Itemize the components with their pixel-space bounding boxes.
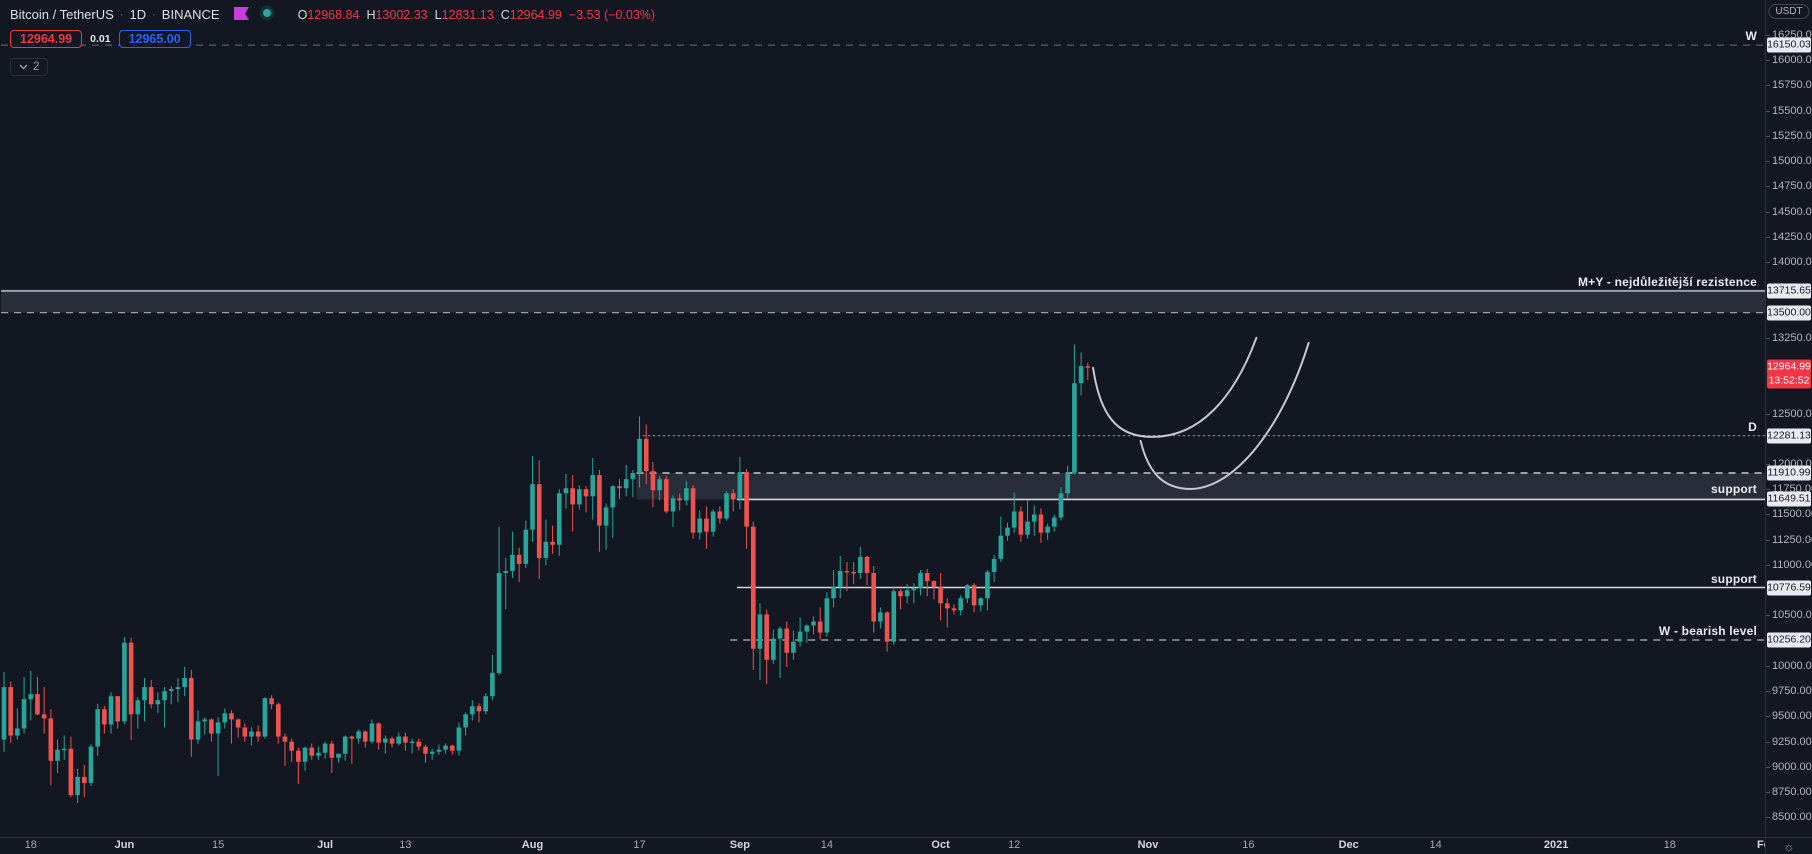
- level-price-badge: 11910.99: [1767, 465, 1811, 481]
- price-axis[interactable]: USDT 16250.0016000.0015750.0015500.00152…: [1765, 0, 1812, 838]
- level-price-badge: 10776.59: [1767, 580, 1811, 595]
- candlestick-series: [1, 344, 1091, 803]
- change-value: −3.53 (−0.03%): [568, 7, 656, 22]
- price-tick: 15500.00: [1766, 105, 1812, 117]
- price-levels[interactable]: [1, 44, 1765, 641]
- price-tick: 9000.00: [1766, 761, 1812, 773]
- time-tick-major: Aug: [521, 839, 544, 851]
- collapse-count: 2: [33, 61, 40, 73]
- price-tick: 10000.00: [1766, 660, 1812, 672]
- close-label: C: [500, 7, 510, 22]
- time-tick-major: Jul: [317, 839, 334, 851]
- buy-price-button[interactable]: 12965.00: [118, 30, 191, 48]
- close-value: 12964.99: [509, 7, 562, 22]
- price-tick: 14000.00: [1766, 256, 1812, 268]
- price-tick: 13250.00: [1766, 332, 1812, 344]
- time-tick: 16: [1242, 839, 1255, 851]
- high-label: H: [366, 7, 376, 22]
- level-price-badge: 13500.00: [1767, 305, 1811, 321]
- time-tick: 14: [820, 839, 833, 851]
- chevron-down-icon: [19, 64, 28, 70]
- level-price-badge: 13715.65: [1767, 283, 1811, 299]
- low-label: L: [434, 7, 442, 22]
- support-line-label[interactable]: support: [1710, 571, 1757, 586]
- my-resistance-zone-label[interactable]: M+Y - nejdůležitější rezistence: [1577, 274, 1757, 289]
- price-tick: 11500.00: [1766, 508, 1812, 520]
- flag-icon[interactable]: [233, 6, 249, 23]
- open-label: O: [297, 7, 308, 22]
- price-tick: 9500.00: [1766, 710, 1812, 722]
- interval-value[interactable]: 1D: [129, 7, 147, 22]
- level-price-badge: 16150.03: [1767, 37, 1811, 53]
- time-tick: 13: [399, 839, 412, 851]
- price-tick: 9750.00: [1766, 685, 1812, 697]
- high-value: 13002.33: [375, 7, 428, 22]
- price-tick: 15000.00: [1766, 155, 1812, 167]
- symbol-title[interactable]: Bitcoin / TetherUS: [10, 7, 114, 22]
- time-tick-major: 2021: [1543, 839, 1569, 851]
- my-resistance-zone: [1, 290, 1765, 313]
- cup-projection-2: [1139, 341, 1310, 491]
- w-weekly-level-label[interactable]: W: [1745, 29, 1757, 44]
- theme-sun-icon[interactable]: ☼: [1765, 837, 1812, 854]
- time-tick-major: Oct: [931, 839, 950, 851]
- level-price-badge: 11649.51: [1767, 491, 1811, 507]
- market-status-dot-icon[interactable]: [259, 5, 275, 24]
- spread-value: 0.01: [90, 33, 111, 45]
- open-value: 12968.84: [307, 7, 360, 22]
- level-price-badge: 12281.13: [1767, 428, 1811, 444]
- last-price-badge: 12964.99: [1767, 359, 1811, 375]
- price-tick: 11250.00: [1766, 534, 1812, 546]
- cup-projection-1: [1092, 336, 1258, 438]
- chart-legend: Bitcoin / TetherUS · 1D · BINANCE O 12968…: [10, 5, 655, 76]
- time-tick: 12: [1008, 839, 1021, 851]
- price-tick: 16000.00: [1766, 54, 1812, 66]
- sell-price-button[interactable]: 12964.99: [10, 30, 83, 48]
- price-tick: 14250.00: [1766, 231, 1812, 243]
- bar-countdown-badge: 13:52:52: [1767, 373, 1811, 389]
- price-tick: 15250.00: [1766, 130, 1812, 142]
- support-zone: [636, 473, 1765, 500]
- level-price-badge: 10256.20: [1767, 632, 1811, 648]
- time-tick: 17: [633, 839, 646, 851]
- exchange-name[interactable]: BINANCE: [161, 7, 220, 22]
- price-tick: 10500.00: [1766, 609, 1812, 621]
- w-bearish-level-label[interactable]: W - bearish level: [1658, 624, 1757, 639]
- time-tick-major: Nov: [1137, 839, 1159, 851]
- price-tick: 14500.00: [1766, 206, 1812, 218]
- price-tick: 9250.00: [1766, 736, 1812, 748]
- time-tick: 18: [1663, 839, 1676, 851]
- time-tick-major: Jun: [114, 839, 135, 851]
- price-tick: 8750.00: [1766, 786, 1812, 798]
- support-zone-label[interactable]: support: [1710, 482, 1757, 497]
- ohlc-readout: O 12968.84 H 13002.33 L 12831.13 C 12964.99 …: [291, 8, 655, 22]
- price-tick: 15750.00: [1766, 79, 1812, 91]
- currency-toggle-usdt[interactable]: USDT: [1768, 4, 1810, 19]
- d-daily-level-label[interactable]: D: [1748, 419, 1757, 434]
- collapse-objects-button[interactable]: 2: [10, 58, 49, 76]
- price-tick: 12500.00: [1766, 408, 1812, 420]
- price-tick: 14750.00: [1766, 180, 1812, 192]
- time-tick: 14: [1429, 839, 1442, 851]
- time-tick: 18: [24, 839, 37, 851]
- time-tick-major: Sep: [729, 839, 750, 851]
- low-value: 12831.13: [441, 7, 494, 22]
- legend-separator: ·: [152, 8, 156, 21]
- price-tick: 8500.00: [1766, 811, 1812, 823]
- candlestick-chart[interactable]: [0, 0, 1765, 838]
- time-tick-major: Dec: [1338, 839, 1359, 851]
- legend-separator: ·: [119, 8, 124, 21]
- cup-projection-arcs[interactable]: [1092, 336, 1310, 491]
- time-axis[interactable]: 18 Jun 15 Jul 13 Aug 17 Sep 14 Oct 12 Nov 16 Dec 14 202…: [0, 837, 1812, 854]
- time-tick: 15: [211, 839, 225, 851]
- price-tick: 11000.00: [1766, 559, 1812, 571]
